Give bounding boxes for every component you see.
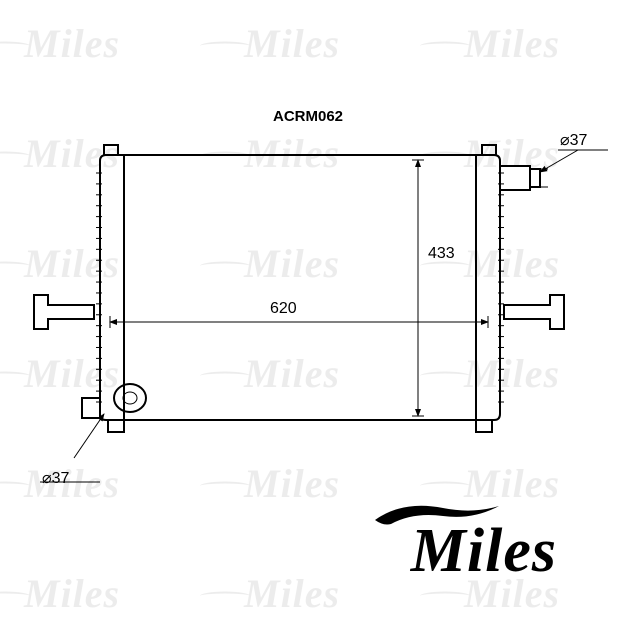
port-right-dia-label: ⌀37 bbox=[560, 130, 587, 150]
miles-logo: Miles bbox=[411, 516, 557, 587]
port-left-dia-label: ⌀37 bbox=[42, 468, 69, 488]
part-number: ACRM062 bbox=[273, 108, 343, 125]
diagram-stage: MilesMilesMilesMilesMilesMilesMilesMiles… bbox=[0, 0, 627, 627]
greyhound-icon bbox=[373, 498, 503, 528]
dim-height-label: 433 bbox=[428, 245, 455, 263]
dim-width-label: 620 bbox=[270, 300, 297, 318]
